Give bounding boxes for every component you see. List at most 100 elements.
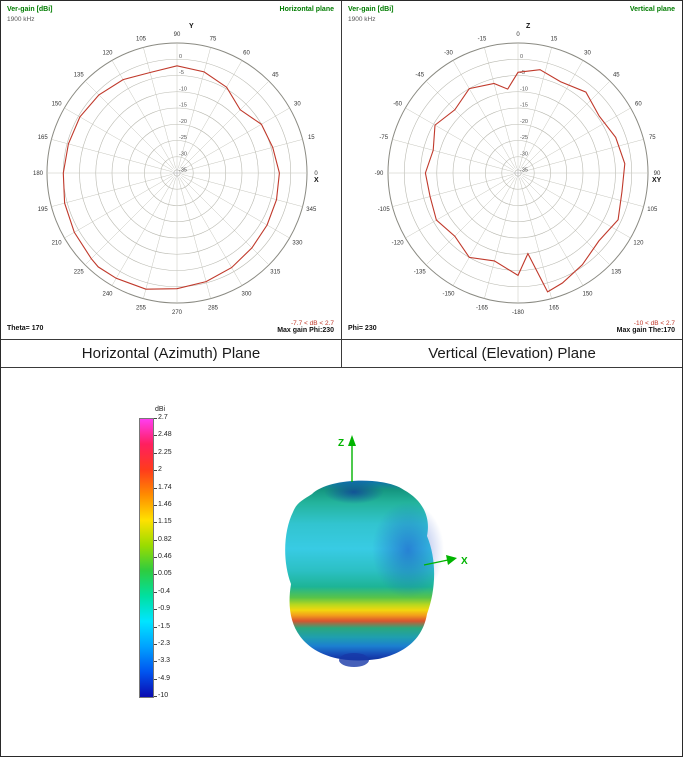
polar-chart-vertical: 0153045607590105120135150165-180-165-150…	[375, 32, 661, 316]
angle-tick-label: 60	[243, 51, 250, 57]
polar-grid-spoke	[520, 60, 584, 169]
polar-grid-spoke	[181, 107, 290, 171]
radiation-trace	[62, 65, 280, 290]
polar-grid-spoke	[181, 139, 303, 172]
frequency-label: 1900 kHz	[348, 16, 376, 23]
polar-grid-spoke	[392, 139, 514, 172]
colorbar-tick-label: -2.3	[158, 639, 171, 647]
angle-tick-label: -165	[476, 305, 489, 311]
polar-grid-spoke	[484, 47, 517, 169]
polar-grid-spoke	[51, 174, 173, 207]
colorbar: dBi 2.7 2.48 2.25 2 1.74 1.46 1.15 0.82 0.46 0.05…	[133, 406, 203, 718]
angle-tick-label: 240	[102, 291, 113, 297]
angle-tick-label: 135	[611, 269, 622, 275]
polar-grid-spoke	[405, 107, 514, 171]
max-gain-label: Max gain Phi:230	[277, 327, 334, 334]
polar-grid-spoke	[84, 176, 174, 266]
gain-axis-label: Ver-gain [dBi]	[348, 6, 394, 13]
polar-grid-spoke	[64, 175, 173, 239]
angle-tick-label: 195	[38, 207, 49, 213]
angle-tick-label: 180	[33, 171, 44, 177]
plane-label: Horizontal plane	[279, 6, 334, 13]
colorbar-tick-mark	[154, 626, 157, 628]
cut-angle-label: Phi= 230	[348, 325, 377, 332]
z-axis-letter: Z	[526, 23, 531, 30]
angle-tick-label: 30	[294, 102, 301, 108]
angle-tick-label: 225	[74, 269, 85, 275]
angle-tick-label: 285	[208, 305, 219, 311]
angle-tick-label: -45	[415, 73, 424, 79]
colorbar-tick-mark	[154, 678, 157, 680]
colorbar-tick-label: 1.15	[158, 518, 172, 526]
angle-tick-label: 150	[582, 291, 593, 297]
angle-tick-label: -90	[375, 171, 384, 177]
polar-grid-spoke	[521, 176, 611, 266]
polar-chart-horizontal: 0 15 30 45 60 75 90 105 120 135 150 165 180 195 210 225…	[33, 32, 318, 316]
x-axis-label: X	[461, 556, 468, 567]
polar-grid-spoke	[425, 176, 515, 266]
colorbar-tick-label: -0.9	[158, 605, 171, 613]
x-axis-arrow	[423, 555, 457, 566]
angle-tick-label: 45	[613, 73, 620, 79]
colorbar-tick-mark	[154, 418, 157, 419]
radial-tick-label: -10	[179, 86, 187, 92]
angle-tick-label: -180	[512, 310, 525, 316]
y-axis-letter: Y	[189, 23, 194, 30]
polar-grid-spoke	[452, 177, 516, 286]
angle-tick-label: 75	[649, 135, 656, 141]
radial-tick-label: 0	[520, 54, 523, 60]
angle-tick-label: 345	[306, 207, 317, 213]
z-axis-label: Z	[338, 438, 344, 449]
angle-tick-label: 0	[516, 32, 520, 38]
colorbar-bar	[139, 418, 154, 698]
xy-axis-letter: XY	[652, 177, 662, 184]
blue-null-region	[372, 502, 444, 598]
gain-axis-label: Ver-gain [dBi]	[7, 6, 53, 13]
colorbar-tick-label: 1.74	[158, 483, 172, 491]
polar-grid-spoke	[484, 177, 517, 299]
colorbar-tick-label: 2.7	[158, 414, 168, 421]
angle-tick-label: 75	[210, 37, 217, 43]
polar-grid-spoke	[519, 177, 552, 299]
angle-tick-label: -30	[444, 51, 453, 57]
captions-row: Horizontal (Azimuth) Plane Vertical (Ele…	[1, 340, 682, 368]
radial-tick-label: -15	[179, 103, 187, 109]
polar-grid-spoke	[84, 80, 174, 170]
polar-grid-spoke	[181, 175, 290, 239]
colorbar-tick-mark	[154, 591, 157, 593]
polar-grid-spoke	[143, 47, 176, 169]
colorbar-tick-label: -10	[158, 692, 169, 699]
pattern-3d-section: dBi 2.7 2.48 2.25 2 1.74 1.46 1.15 0.82 0.46 0.05…	[1, 368, 682, 756]
polar-grid-spoke	[180, 176, 270, 266]
colorbar-tick-mark	[154, 487, 157, 489]
gain-range-label: -10 < dB < 2.7	[633, 320, 675, 327]
top-null-region	[324, 480, 384, 504]
polar-grid-spoke	[179, 177, 243, 286]
horizontal-plane-panel: 0 15 30 45 60 75 90 105 120 135 150 165 180 195 210 225…	[1, 1, 342, 339]
polar-grid-spoke	[522, 174, 644, 207]
bottom-null-nub	[339, 653, 369, 667]
radial-tick-label: -35	[520, 168, 528, 174]
polar-grid-spoke	[452, 60, 516, 169]
polar-grid-spoke	[522, 107, 631, 171]
colorbar-tick-mark	[154, 452, 157, 454]
radial-tick-label: -5	[179, 70, 184, 76]
angle-tick-label: 105	[136, 37, 147, 43]
colorbar-tick-label: 0.46	[158, 553, 172, 560]
max-gain-label: Max gain The:170	[616, 327, 675, 334]
colorbar-tick-mark	[154, 522, 157, 524]
gain-range-label: -7.7 < dB < 2.7	[290, 320, 334, 327]
radial-tick-label: -20	[520, 119, 528, 125]
z-axis-arrow	[348, 435, 356, 482]
angle-tick-label: 330	[292, 241, 303, 247]
gain-stats: -7.7 < dB < 2.7 Max gain Phi:230	[277, 320, 334, 334]
polar-grid-spoke	[111, 177, 175, 286]
angle-tick-label: 150	[52, 102, 63, 108]
polar-grid-spoke	[178, 177, 211, 299]
angle-tick-label: 315	[270, 269, 281, 275]
radiation-trace	[424, 69, 626, 293]
radial-tick-label: -10	[520, 86, 528, 92]
colorbar-tick-label: -4.9	[158, 674, 171, 682]
angle-tick-label: -60	[393, 102, 402, 108]
angle-tick-label: 105	[647, 207, 658, 213]
